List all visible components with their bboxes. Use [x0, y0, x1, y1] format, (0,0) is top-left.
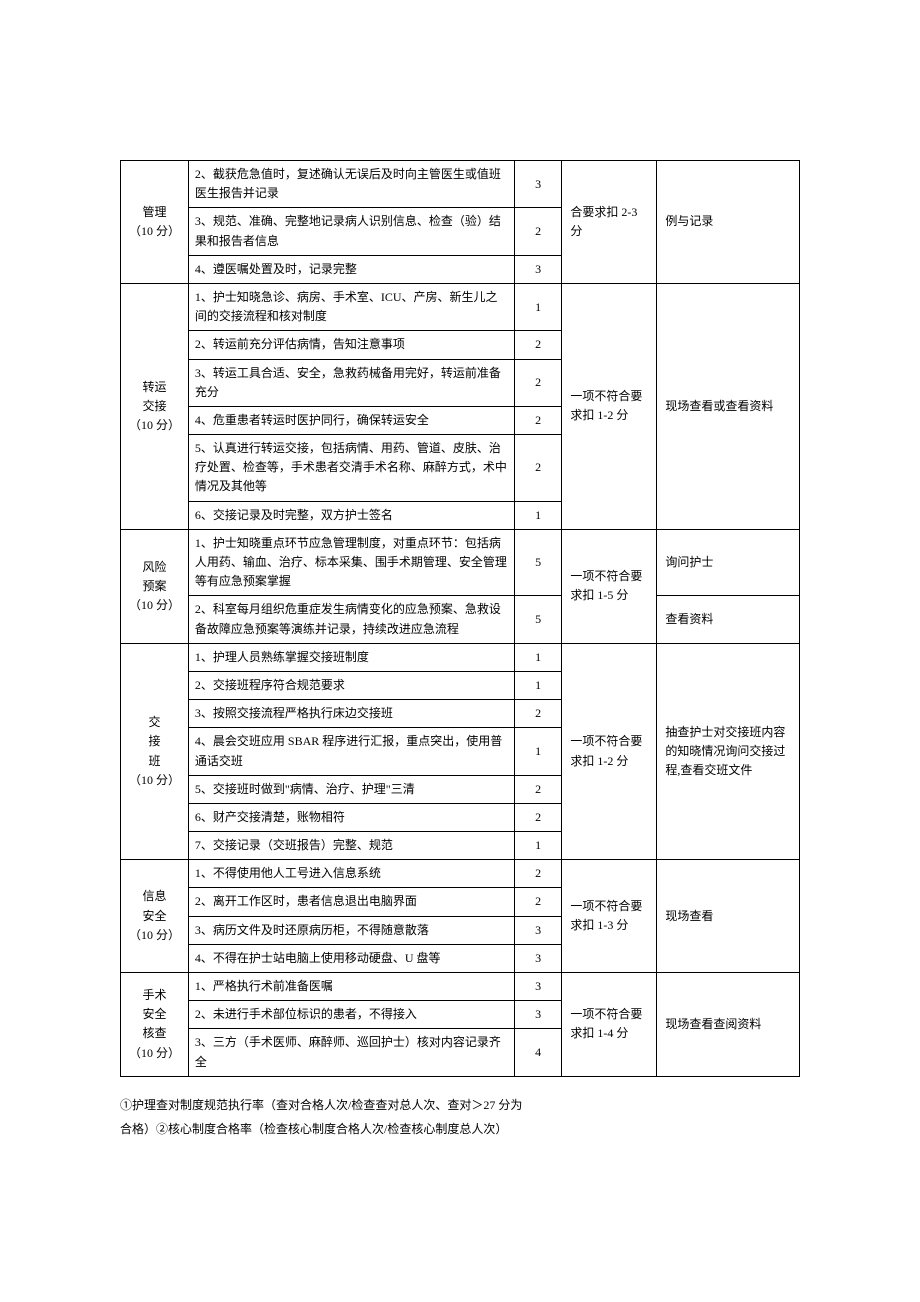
- item-cell: 1、严格执行术前准备医嘱: [188, 973, 514, 1001]
- deduction-cell: 一项不符合要求扣 1-4 分: [562, 973, 657, 1077]
- table-row: 转运交接（10 分）1、护士知晓急诊、病房、手术室、ICU、产房、新生儿之间的交…: [121, 283, 800, 330]
- category-cell: 信息安全（10 分）: [121, 860, 189, 973]
- footnote-block: ①护理查对制度规范执行率（查对合格人次/检查查对总人次、查对＞27 分为 合格）…: [120, 1093, 800, 1141]
- score-cell: 1: [514, 728, 562, 775]
- item-cell: 1、护士知晓重点环节应急管理制度，对重点环节：包括病人用药、输血、治疗、标本采集…: [188, 529, 514, 596]
- table-row: 2、科室每月组织危重症发生病情变化的应急预案、急救设备故障应急预案等演练并记录，…: [121, 596, 800, 643]
- score-cell: 2: [514, 860, 562, 888]
- item-cell: 3、按照交接流程严格执行床边交接班: [188, 700, 514, 728]
- deduction-cell: 一项不符合要求扣 1-2 分: [562, 283, 657, 529]
- score-cell: 3: [514, 916, 562, 944]
- item-cell: 2、截获危急值时，复述确认无误后及时向主管医生或值班医生报告并记录: [188, 161, 514, 208]
- table-row: 信息安全（10 分）1、不得使用他人工号进入信息系统2一项不符合要求扣 1-3 …: [121, 860, 800, 888]
- item-cell: 3、病历文件及时还原病历柜，不得随意散落: [188, 916, 514, 944]
- item-cell: 4、不得在护士站电脑上使用移动硬盘、U 盘等: [188, 944, 514, 972]
- score-cell: 4: [514, 1029, 562, 1076]
- score-cell: 3: [514, 973, 562, 1001]
- deduction-cell: 合要求扣 2-3 分: [562, 161, 657, 284]
- item-cell: 3、转运工具合适、安全，急救药械备用完好，转运前准备充分: [188, 359, 514, 406]
- score-cell: 1: [514, 643, 562, 671]
- item-cell: 4、遵医嘱处置及时，记录完整: [188, 255, 514, 283]
- footnote-line-1: ①护理查对制度规范执行率（查对合格人次/检查查对总人次、查对＞27 分为: [120, 1093, 800, 1117]
- item-cell: 7、交接记录（交班报告）完整、规范: [188, 832, 514, 860]
- deduction-cell: 一项不符合要求扣 1-3 分: [562, 860, 657, 973]
- method-cell: 现场查看查阅资料: [657, 973, 800, 1077]
- table-row: 交接班（10 分）1、护理人员熟练掌握交接班制度1一项不符合要求扣 1-2 分抽…: [121, 643, 800, 671]
- category-cell: 手术安全核查（10 分）: [121, 973, 189, 1077]
- category-cell: 转运交接（10 分）: [121, 283, 189, 529]
- score-cell: 3: [514, 944, 562, 972]
- score-cell: 5: [514, 529, 562, 596]
- method-cell: 抽查护士对交接班内容的知晓情况询问交接过程,查看交班文件: [657, 643, 800, 860]
- table-row: 手术安全核查（10 分）1、严格执行术前准备医嘱3一项不符合要求扣 1-4 分现…: [121, 973, 800, 1001]
- method-cell: 询问护士: [657, 529, 800, 596]
- score-cell: 1: [514, 832, 562, 860]
- method-cell: 现场查看或查看资料: [657, 283, 800, 529]
- item-cell: 6、财产交接清楚，账物相符: [188, 803, 514, 831]
- item-cell: 2、交接班程序符合规范要求: [188, 671, 514, 699]
- deduction-cell: 一项不符合要求扣 1-2 分: [562, 643, 657, 860]
- item-cell: 3、规范、准确、完整地记录病人识别信息、检查（验）结果和报告者信息: [188, 208, 514, 255]
- item-cell: 4、危重患者转运时医护同行，确保转运安全: [188, 406, 514, 434]
- table-row: 管理（10 分）2、截获危急值时，复述确认无误后及时向主管医生或值班医生报告并记…: [121, 161, 800, 208]
- method-cell: 例与记录: [657, 161, 800, 284]
- item-cell: 1、护士知晓急诊、病房、手术室、ICU、产房、新生儿之间的交接流程和核对制度: [188, 283, 514, 330]
- method-cell: 查看资料: [657, 596, 800, 643]
- item-cell: 6、交接记录及时完整，双方护士签名: [188, 501, 514, 529]
- item-cell: 4、晨会交班应用 SBAR 程序进行汇报，重点突出，使用普通话交班: [188, 728, 514, 775]
- score-cell: 2: [514, 359, 562, 406]
- category-cell: 风险预案（10 分）: [121, 529, 189, 643]
- score-cell: 2: [514, 803, 562, 831]
- deduction-cell: 一项不符合要求扣 1-5 分: [562, 529, 657, 643]
- item-cell: 2、转运前充分评估病情，告知注意事项: [188, 331, 514, 359]
- item-cell: 2、离开工作区时，患者信息退出电脑界面: [188, 888, 514, 916]
- score-cell: 2: [514, 208, 562, 255]
- category-cell: 管理（10 分）: [121, 161, 189, 284]
- score-cell: 1: [514, 671, 562, 699]
- score-cell: 1: [514, 501, 562, 529]
- score-cell: 2: [514, 331, 562, 359]
- method-cell: 现场查看: [657, 860, 800, 973]
- score-cell: 2: [514, 435, 562, 502]
- score-cell: 2: [514, 888, 562, 916]
- item-cell: 3、三方（手术医师、麻醉师、巡回护士）核对内容记录齐全: [188, 1029, 514, 1076]
- item-cell: 5、认真进行转运交接，包括病情、用药、管道、皮肤、治疗处置、检查等，手术患者交清…: [188, 435, 514, 502]
- footnote-line-2: 合格）②核心制度合格率（检查核心制度合格人次/检查核心制度总人次）: [120, 1117, 800, 1141]
- evaluation-table: 管理（10 分）2、截获危急值时，复述确认无误后及时向主管医生或值班医生报告并记…: [120, 160, 800, 1077]
- item-cell: 2、未进行手术部位标识的患者，不得接入: [188, 1001, 514, 1029]
- score-cell: 2: [514, 775, 562, 803]
- item-cell: 2、科室每月组织危重症发生病情变化的应急预案、急救设备故障应急预案等演练并记录，…: [188, 596, 514, 643]
- item-cell: 1、不得使用他人工号进入信息系统: [188, 860, 514, 888]
- score-cell: 2: [514, 700, 562, 728]
- table-row: 风险预案（10 分）1、护士知晓重点环节应急管理制度，对重点环节：包括病人用药、…: [121, 529, 800, 596]
- score-cell: 3: [514, 161, 562, 208]
- score-cell: 3: [514, 255, 562, 283]
- score-cell: 2: [514, 406, 562, 434]
- item-cell: 5、交接班时做到"病情、治疗、护理"三清: [188, 775, 514, 803]
- score-cell: 3: [514, 1001, 562, 1029]
- score-cell: 1: [514, 283, 562, 330]
- score-cell: 5: [514, 596, 562, 643]
- category-cell: 交接班（10 分）: [121, 643, 189, 860]
- item-cell: 1、护理人员熟练掌握交接班制度: [188, 643, 514, 671]
